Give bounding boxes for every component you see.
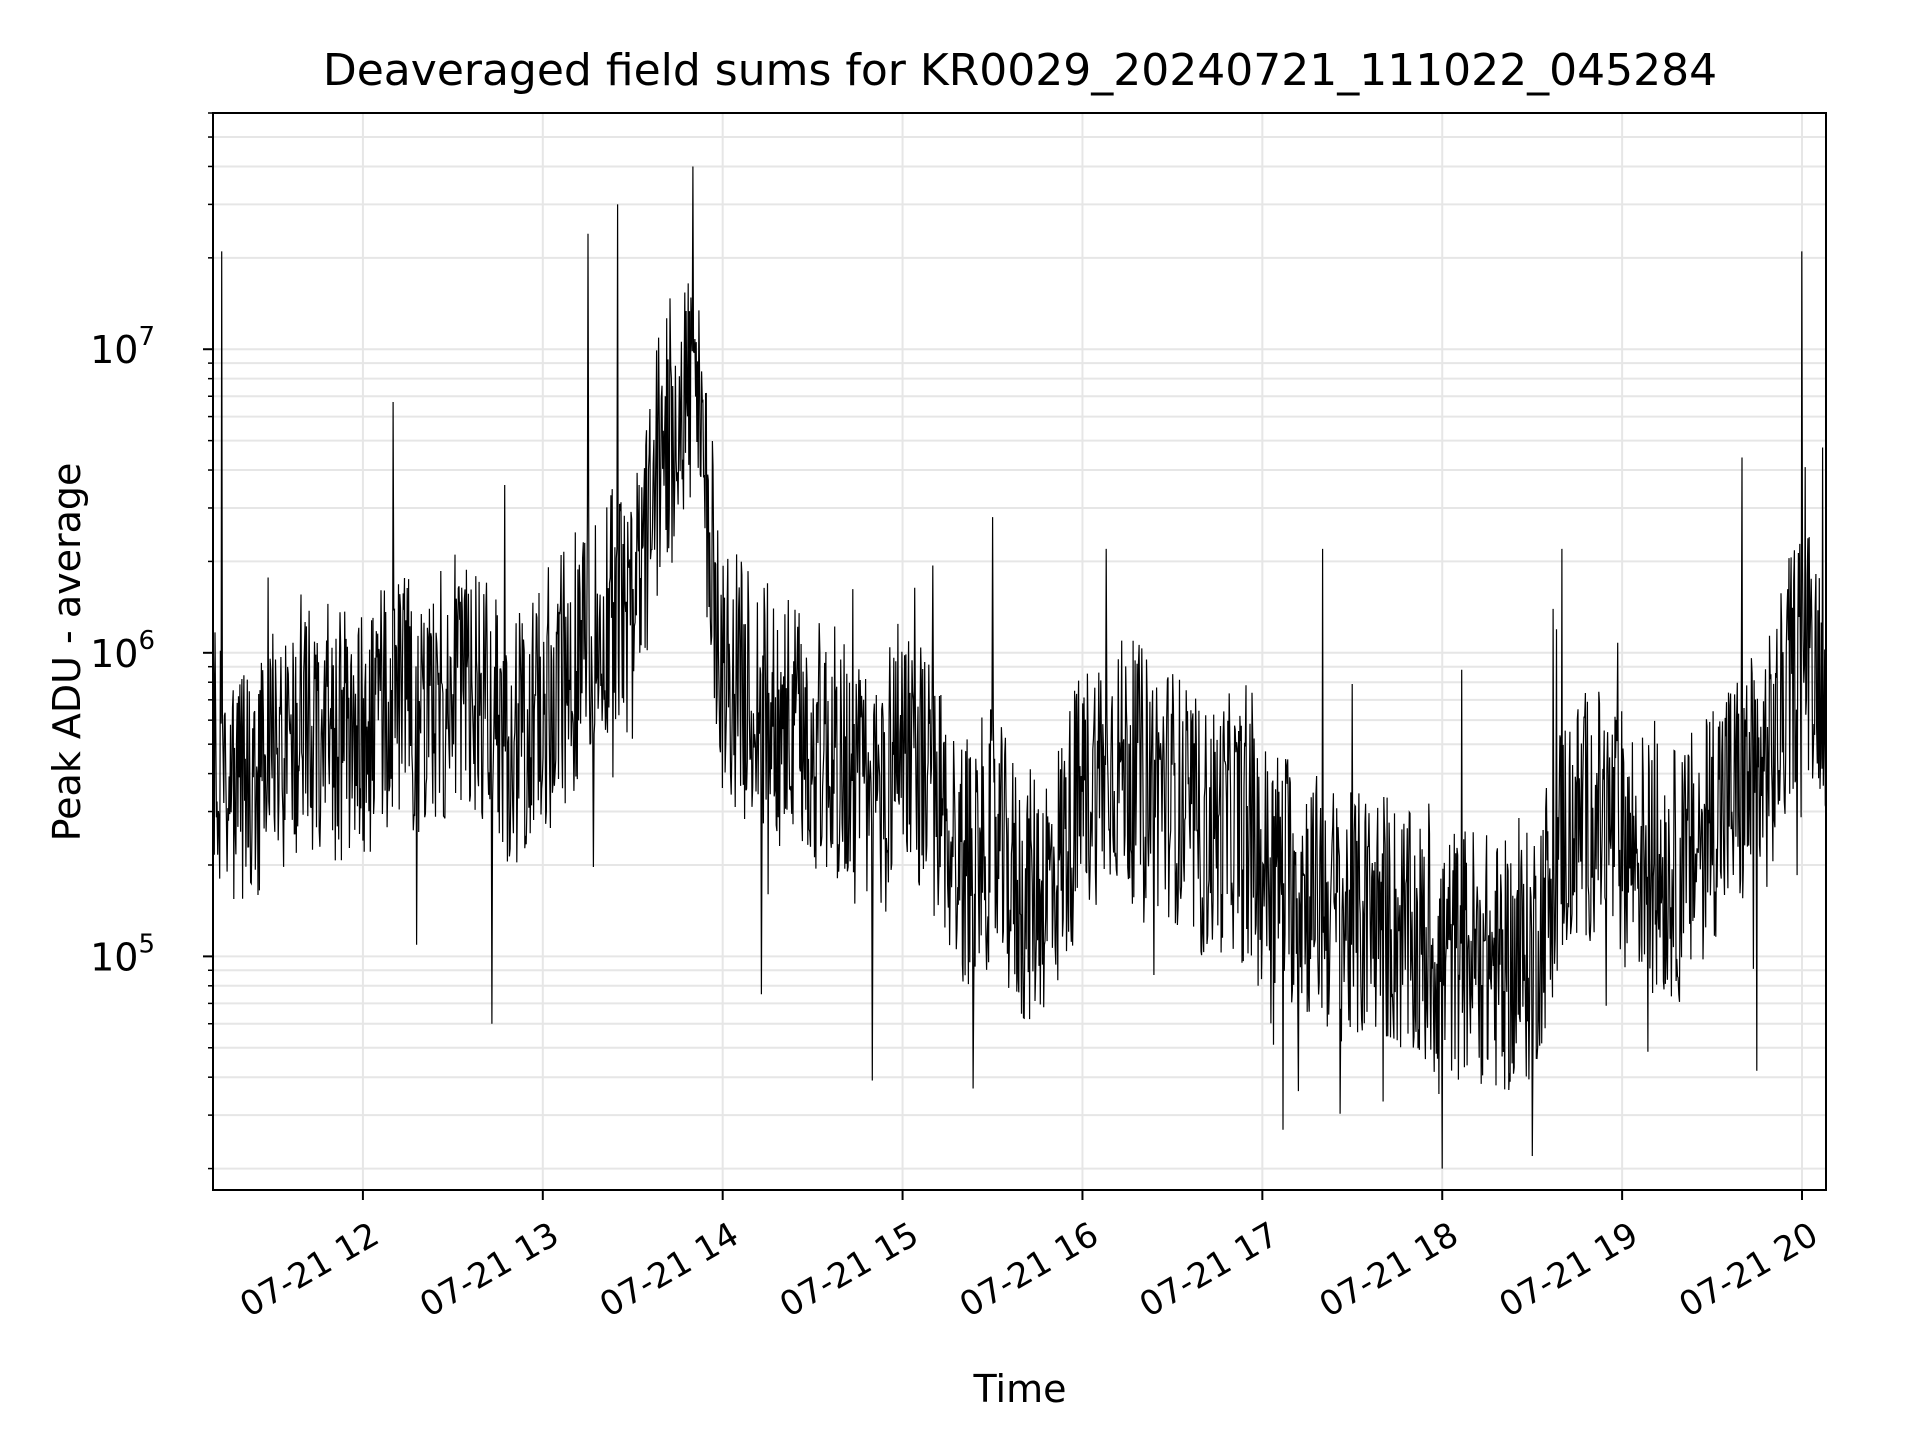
chart-title: Deaveraged field sums for KR0029_2024072…	[323, 45, 1717, 96]
x-axis-label: Time	[973, 1367, 1067, 1411]
y-axis-label: Peak ADU - average	[45, 463, 89, 842]
